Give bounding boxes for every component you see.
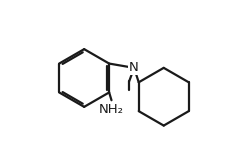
Text: N: N (129, 61, 138, 74)
Text: NH₂: NH₂ (98, 103, 124, 116)
